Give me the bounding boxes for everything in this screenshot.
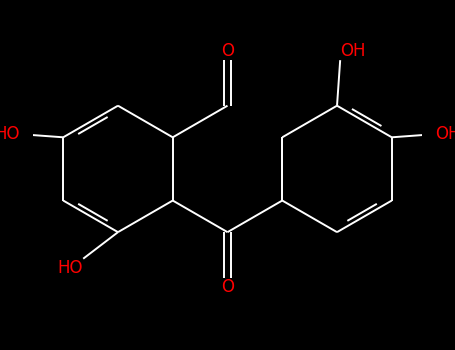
Text: OH: OH xyxy=(340,42,366,60)
Text: O: O xyxy=(221,278,234,296)
Text: OH: OH xyxy=(435,125,455,143)
Text: O: O xyxy=(221,42,234,60)
Text: HO: HO xyxy=(58,259,83,277)
Text: HO: HO xyxy=(0,125,20,143)
